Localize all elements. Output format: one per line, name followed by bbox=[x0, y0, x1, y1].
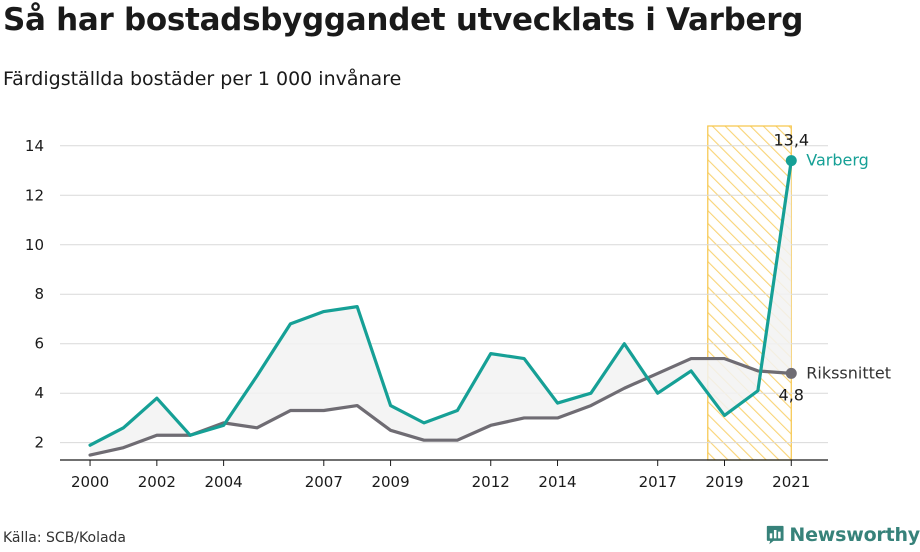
x-tick-label: 2019 bbox=[705, 473, 743, 491]
x-tick-label: 2014 bbox=[538, 473, 576, 491]
x-tick-label: 2000 bbox=[71, 473, 109, 491]
chart-title: Så har bostadsbyggandet utvecklats i Var… bbox=[3, 2, 804, 38]
value-label-rikssnittet: 4,8 bbox=[779, 385, 804, 404]
y-tick-label: 12 bbox=[25, 186, 44, 204]
y-tick-label: 10 bbox=[25, 236, 44, 254]
gridlines bbox=[60, 145, 828, 444]
x-tick-label: 2004 bbox=[205, 473, 243, 491]
x-tick-label: 2009 bbox=[371, 473, 409, 491]
difference-area bbox=[90, 160, 792, 456]
y-tick-label: 2 bbox=[34, 434, 44, 452]
series-line-varberg bbox=[88, 159, 793, 447]
x-tick-label: 2012 bbox=[472, 473, 510, 491]
x-tick-label: 2017 bbox=[639, 473, 677, 491]
y-tick-label: 14 bbox=[25, 137, 44, 155]
x-tick-label: 2007 bbox=[305, 473, 343, 491]
series-label-varberg: Varberg bbox=[806, 151, 869, 170]
axes: 2 4 6 8 10 12 14 2000 2002 2004 2007 2009 2012 2014 20… bbox=[25, 137, 828, 491]
end-marker-rikssnittet bbox=[785, 367, 797, 379]
x-tick-label: 2002 bbox=[138, 473, 176, 491]
series-lines bbox=[88, 159, 793, 457]
x-tick-label: 2021 bbox=[772, 473, 810, 491]
source-note: Källa: SCB/Kolada bbox=[3, 530, 127, 546]
series-label-rikssnittet: Rikssnittet bbox=[806, 363, 891, 382]
end-marker-varberg bbox=[785, 155, 797, 167]
y-tick-label: 8 bbox=[34, 285, 44, 303]
newsworthy-logo-icon bbox=[766, 525, 784, 545]
chart-subtitle: Färdigställda bostäder per 1 000 invånar… bbox=[3, 68, 402, 90]
y-tick-label: 4 bbox=[34, 384, 44, 402]
brand-logo: Newsworthy bbox=[766, 520, 920, 550]
y-tick-label: 6 bbox=[34, 335, 44, 353]
end-markers bbox=[785, 155, 797, 379]
difference-fill bbox=[90, 160, 792, 456]
value-label-varberg: 13,4 bbox=[773, 131, 809, 150]
brand-name: Newsworthy bbox=[789, 524, 920, 546]
